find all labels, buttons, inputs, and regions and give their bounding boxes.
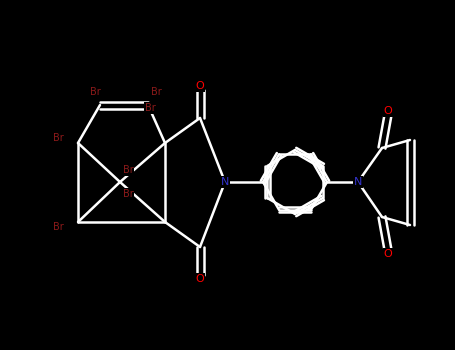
Text: O: O [384, 106, 392, 116]
Text: Br: Br [123, 189, 133, 199]
Text: Br: Br [90, 87, 101, 97]
Text: Br: Br [151, 87, 162, 97]
Text: O: O [196, 81, 204, 91]
Text: Br: Br [145, 103, 155, 113]
Text: N: N [221, 177, 229, 187]
Text: Br: Br [53, 222, 63, 232]
Text: Br: Br [123, 165, 133, 175]
Text: Br: Br [53, 133, 63, 143]
Text: O: O [196, 274, 204, 284]
Text: O: O [384, 249, 392, 259]
Text: N: N [354, 177, 362, 187]
